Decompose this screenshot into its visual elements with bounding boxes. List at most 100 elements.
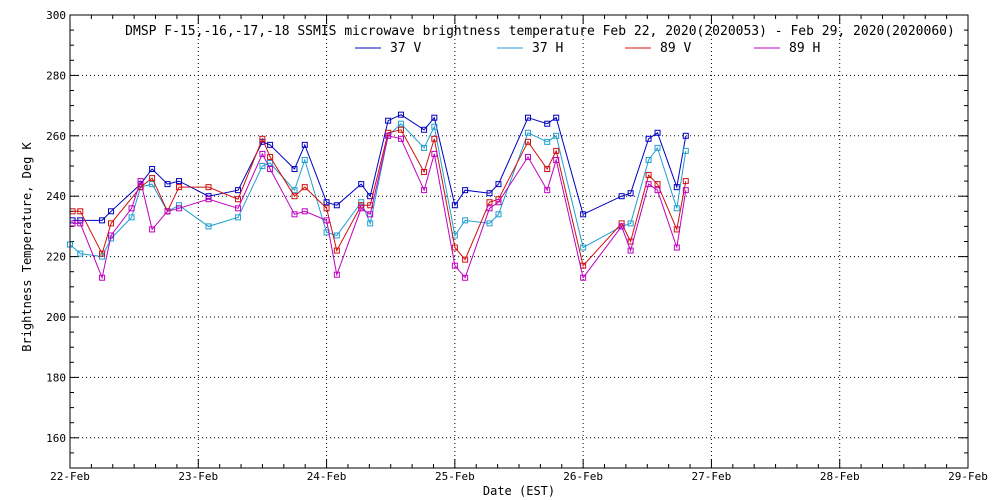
y-tick-label: 300	[46, 9, 66, 22]
data-point	[99, 217, 106, 224]
data-point	[291, 211, 298, 218]
data-point	[77, 208, 84, 215]
data-point	[99, 250, 106, 257]
data-point	[462, 256, 469, 263]
data-point	[301, 156, 308, 163]
data-point	[323, 217, 330, 224]
data-point	[544, 120, 551, 127]
data-point	[431, 150, 438, 157]
data-point	[108, 208, 115, 215]
data-point	[431, 114, 438, 121]
chart-title: DMSP F-15,-16,-17,-18 SSMIS microwave br…	[125, 24, 955, 39]
data-point	[397, 120, 404, 127]
series-line	[72, 135, 687, 280]
data-point	[654, 181, 661, 188]
data-point	[149, 166, 156, 173]
series-89-h	[69, 132, 689, 281]
data-point	[267, 153, 274, 160]
data-point	[462, 187, 469, 194]
x-tick-label: 24-Feb	[307, 470, 347, 483]
data-point	[301, 141, 308, 148]
data-point	[137, 178, 144, 185]
data-point	[673, 205, 680, 212]
data-point	[627, 247, 634, 254]
data-point	[385, 132, 392, 139]
data-point	[333, 247, 340, 254]
data-point	[645, 135, 652, 142]
data-point	[108, 232, 115, 239]
data-point	[618, 223, 625, 230]
data-point	[205, 196, 212, 203]
data-point	[367, 220, 374, 227]
data-point	[128, 205, 135, 212]
data-point	[358, 181, 365, 188]
data-point	[358, 205, 365, 212]
data-point	[267, 166, 274, 173]
data-point	[682, 132, 689, 139]
data-point	[495, 181, 502, 188]
x-tick-label: 29-Feb	[948, 470, 988, 483]
data-point	[333, 202, 340, 209]
data-point	[259, 150, 266, 157]
data-point	[397, 126, 404, 133]
data-point	[385, 129, 392, 136]
data-point	[397, 111, 404, 118]
x-tick-label: 27-Feb	[692, 470, 732, 483]
data-point	[205, 184, 212, 191]
data-point	[682, 187, 689, 194]
data-point	[421, 187, 428, 194]
series-line	[72, 129, 687, 267]
y-tick-label: 260	[46, 130, 66, 143]
data-point	[553, 156, 560, 163]
x-tick-label: 28-Feb	[820, 470, 860, 483]
grid	[70, 15, 968, 468]
data-point	[553, 132, 560, 139]
data-point	[451, 262, 458, 269]
y-axis-label: Brightness Temperature, Deg K	[20, 141, 34, 351]
data-point	[654, 144, 661, 151]
data-point	[421, 144, 428, 151]
series-line	[69, 122, 687, 258]
data-point	[128, 214, 135, 221]
data-point	[323, 205, 330, 212]
data-point	[451, 244, 458, 251]
data-point	[544, 187, 551, 194]
data-point	[99, 274, 106, 281]
y-tick-label: 180	[46, 371, 66, 384]
data-point	[627, 190, 634, 197]
data-point	[618, 193, 625, 200]
data-point	[149, 175, 156, 182]
data-point	[77, 217, 84, 224]
legend-label: 37 H	[532, 41, 563, 56]
x-axis-label: Date (EST)	[483, 484, 555, 498]
data-point	[323, 199, 330, 206]
data-point	[176, 184, 183, 191]
data-point	[291, 193, 298, 200]
data-point	[544, 166, 551, 173]
data-point	[486, 190, 493, 197]
data-point	[682, 178, 689, 185]
data-point	[301, 184, 308, 191]
data-point	[682, 147, 689, 154]
data-point	[486, 205, 493, 212]
data-point	[358, 199, 365, 206]
y-tick-label: 280	[46, 69, 66, 82]
y-tick-label: 200	[46, 311, 66, 324]
data-point	[673, 244, 680, 251]
data-point	[524, 153, 531, 160]
data-point	[367, 211, 374, 218]
data-point	[235, 196, 242, 203]
x-tick-label: 26-Feb	[563, 470, 603, 483]
x-tick-label: 23-Feb	[178, 470, 218, 483]
legend-item: 37 H	[497, 41, 563, 56]
legend-item: 89 H	[754, 41, 820, 56]
legend-label: 37 V	[390, 41, 421, 56]
data-point	[645, 172, 652, 179]
data-point	[333, 271, 340, 278]
data-point	[267, 141, 274, 148]
legend-label: 89 V	[660, 41, 691, 56]
legend-item: 37 V	[355, 41, 421, 56]
data-point	[77, 250, 84, 257]
data-point	[673, 184, 680, 191]
